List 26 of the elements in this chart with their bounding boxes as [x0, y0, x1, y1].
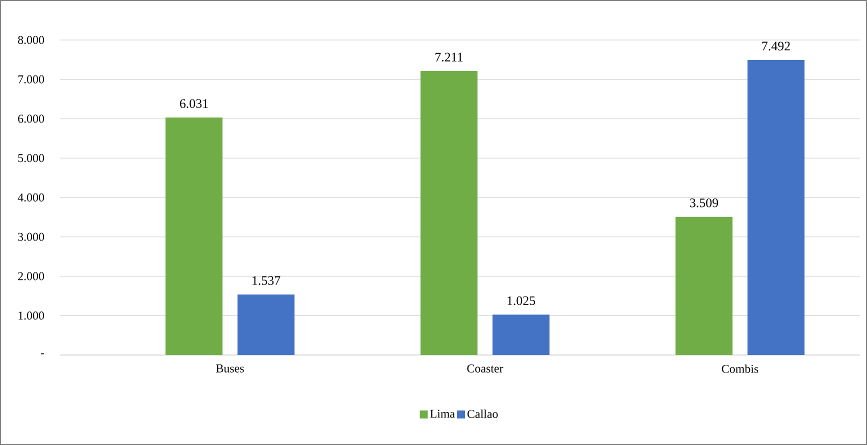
- y-tick-label: 4.000: [18, 193, 44, 202]
- data-label: 1.537: [252, 276, 280, 285]
- x-tick-label: Coaster: [467, 364, 504, 373]
- x-tick-label: Combis: [722, 364, 758, 373]
- legend-label: Lima: [430, 410, 455, 418]
- data-label: 7.211: [436, 52, 463, 62]
- bar: [166, 118, 223, 355]
- y-tick-label: 7.000: [18, 75, 44, 84]
- bar: [748, 60, 805, 355]
- y-tick-label: 5.000: [18, 154, 44, 162]
- y-tick-label: 6.000: [18, 114, 44, 123]
- y-tick-label: 1.000: [18, 312, 44, 320]
- y-tick-label: 8.000: [18, 36, 44, 44]
- bar: [492, 314, 550, 355]
- bar: [676, 216, 733, 355]
- bar: [238, 294, 295, 355]
- data-label: 1.025: [508, 296, 536, 306]
- data-label: 3.509: [690, 198, 718, 208]
- y-tick-label: 2.000: [18, 272, 44, 280]
- x-tick-label: Buses: [216, 364, 244, 372]
- data-label: 7.492: [762, 42, 790, 50]
- legend-label: Callao: [467, 410, 498, 418]
- data-label: 6.031: [180, 99, 208, 108]
- y-tick-label: 3.000: [18, 232, 44, 241]
- y-tick-label: -: [40, 353, 44, 354]
- bar: [420, 71, 478, 355]
